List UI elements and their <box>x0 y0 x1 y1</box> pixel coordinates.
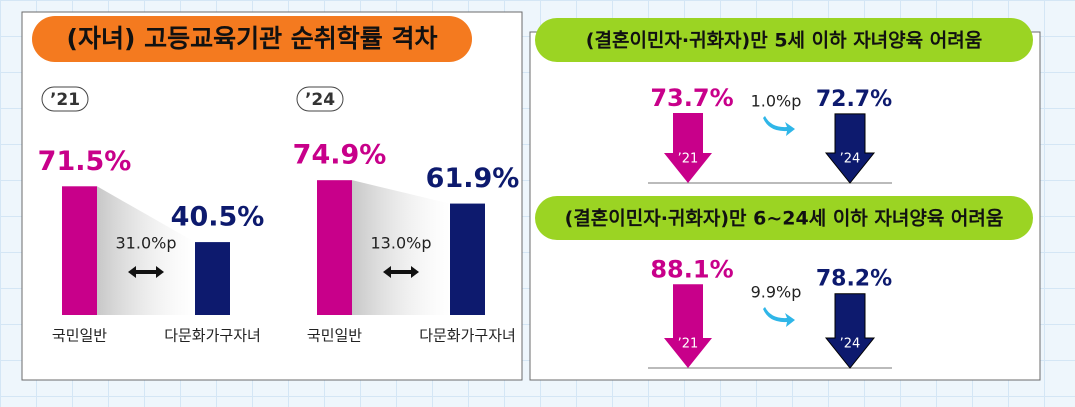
value-label: 71.5% <box>38 146 132 177</box>
year-label: ’24 <box>840 337 861 352</box>
value-label: 78.2% <box>816 267 892 292</box>
year-label: ’24 <box>840 152 861 167</box>
category-label: 다문화가구자녀 <box>419 327 516 345</box>
change-label: 9.9%p <box>751 283 802 302</box>
change-arrow <box>763 307 795 327</box>
category-label: 국민일반 <box>52 327 107 345</box>
year-label: ’24 <box>305 90 335 110</box>
gap-label: 31.0%p <box>116 234 177 253</box>
change-label: 1.0%p <box>751 92 802 111</box>
value-label: 88.1% <box>650 255 733 283</box>
bar <box>195 242 230 315</box>
left-title: (자녀) 고등교육기관 순취학률 격차 <box>67 24 438 53</box>
arrow-bar <box>824 293 876 369</box>
gap-label: 13.0%p <box>371 234 432 253</box>
value-label: 61.9% <box>426 163 520 194</box>
value-label: 74.9% <box>293 140 387 171</box>
title-pill <box>535 196 1033 240</box>
change-arrow <box>763 116 795 136</box>
year-label: ’21 <box>678 152 699 167</box>
gap-arrow <box>128 266 164 278</box>
value-label: 72.7% <box>816 87 892 112</box>
category-label: 국민일반 <box>307 327 362 345</box>
year-pill <box>296 86 344 112</box>
right-title: (결혼이민자·귀화자)만 6~24세 이하 자녀양육 어려움 <box>565 207 1004 230</box>
year-pill <box>41 86 89 112</box>
year-label: ’21 <box>678 337 699 352</box>
value-label: 40.5% <box>171 202 265 233</box>
arrow-bar <box>664 284 712 368</box>
gap-shade <box>352 180 450 315</box>
gap-arrow <box>383 266 419 278</box>
value-label: 73.7% <box>650 84 733 112</box>
bar <box>450 203 485 315</box>
year-label: ’21 <box>50 90 80 110</box>
title-pill <box>32 16 472 62</box>
category-label: 다문화가구자녀 <box>164 327 261 345</box>
bar <box>62 186 97 315</box>
right-title: (결혼이민자·귀화자)만 5세 이하 자녀양육 어려움 <box>586 29 982 52</box>
arrow-bar <box>824 113 876 184</box>
title-pill <box>535 18 1033 62</box>
bar <box>317 180 352 315</box>
gap-shade <box>97 186 195 315</box>
arrow-bar <box>664 112 712 183</box>
